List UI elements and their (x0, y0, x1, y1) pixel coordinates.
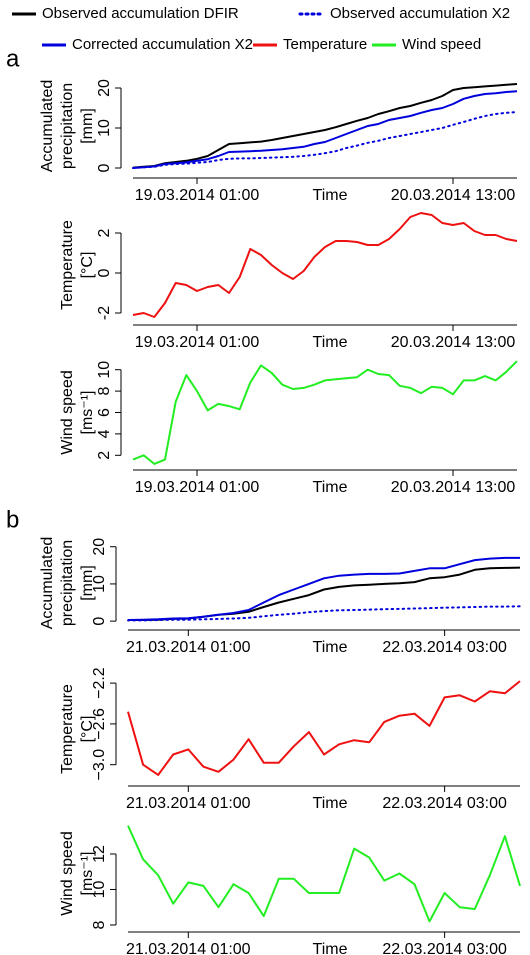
y-axis-title: [ms⁻¹] (79, 391, 96, 435)
series-line (132, 90, 518, 169)
y-tick-label: 10 (91, 575, 108, 593)
y-tick-label: -2 (96, 306, 113, 320)
x-tick-label: 22.03.2014 03:00 (382, 795, 507, 812)
x-tick-label: 20.03.2014 13:00 (391, 187, 516, 204)
legend-label: Observed accumulation X2 (330, 5, 510, 22)
y-tick-label: −3.0 (91, 749, 108, 781)
x-axis-title: Time (313, 941, 348, 955)
y-tick-label: 6 (96, 408, 113, 417)
y-tick-label: 0 (91, 617, 108, 626)
x-tick-label: 19.03.2014 01:00 (135, 187, 260, 204)
y-tick-label: −2.6 (91, 708, 108, 740)
y-tick-label: 12 (91, 845, 108, 863)
y-tick-label: 10 (96, 361, 113, 379)
legend-label: Wind speed (402, 36, 481, 53)
y-axis-title: [mm] (79, 108, 96, 144)
x-tick-label: 21.03.2014 01:00 (126, 941, 251, 955)
x-axis-title: Time (313, 639, 348, 656)
x-tick-label: 19.03.2014 01:00 (135, 334, 260, 351)
y-tick-label: 20 (96, 79, 113, 97)
y-axis-title: precipitation (59, 540, 76, 626)
series-line (132, 83, 518, 169)
legend-label: Temperature (283, 36, 367, 53)
x-tick-label: 21.03.2014 01:00 (126, 639, 251, 656)
x-axis-title: Time (313, 479, 348, 496)
y-axis-title: [°C] (79, 716, 96, 743)
series-line (127, 556, 520, 621)
y-axis-title: Wind speed (59, 831, 76, 916)
y-axis-title: [°C] (79, 252, 96, 279)
series-line (127, 680, 521, 776)
panel-label: b (6, 506, 19, 533)
x-tick-label: 22.03.2014 03:00 (382, 941, 507, 955)
y-axis-title: precipitation (59, 83, 76, 169)
series-line (127, 825, 521, 923)
y-axis-title: [mm] (79, 565, 96, 601)
y-axis-title: Temperature (59, 684, 76, 774)
series-line (127, 605, 521, 622)
legend-label: Corrected accumulation X2 (72, 36, 253, 53)
x-tick-label: 21.03.2014 01:00 (126, 795, 251, 812)
y-tick-label: 8 (96, 387, 113, 396)
y-tick-label: 10 (91, 880, 108, 898)
y-tick-label: 4 (96, 429, 113, 438)
legend-label: Observed accumulation DFIR (42, 5, 239, 22)
series-line (132, 212, 518, 318)
y-tick-label: 2 (96, 451, 113, 460)
y-tick-label: 0 (96, 268, 113, 277)
y-tick-label: 0 (96, 163, 113, 172)
y-axis-title: Temperature (59, 220, 76, 310)
y-axis-title: [ms⁻¹] (79, 852, 96, 896)
series-line (132, 360, 518, 465)
y-axis-title: Accumulated (39, 537, 56, 630)
y-tick-label: 20 (91, 538, 108, 556)
y-axis-title: Accumulated (39, 80, 56, 173)
x-tick-label: 22.03.2014 03:00 (382, 639, 507, 656)
x-tick-label: 19.03.2014 01:00 (135, 479, 260, 496)
x-tick-label: 20.03.2014 13:00 (391, 334, 516, 351)
y-tick-label: 8 (91, 920, 108, 929)
series-line (132, 111, 518, 169)
x-axis-title: Time (313, 795, 348, 812)
y-axis-title: Wind speed (59, 370, 76, 455)
y-tick-label: 10 (96, 119, 113, 137)
y-tick-label: 2 (96, 228, 113, 237)
x-axis-title: Time (313, 334, 348, 351)
y-tick-label: −2.2 (91, 667, 108, 699)
x-tick-label: 20.03.2014 13:00 (391, 479, 516, 496)
series-line (128, 566, 521, 621)
panel-label: a (6, 45, 20, 72)
x-axis-title: Time (313, 187, 348, 204)
